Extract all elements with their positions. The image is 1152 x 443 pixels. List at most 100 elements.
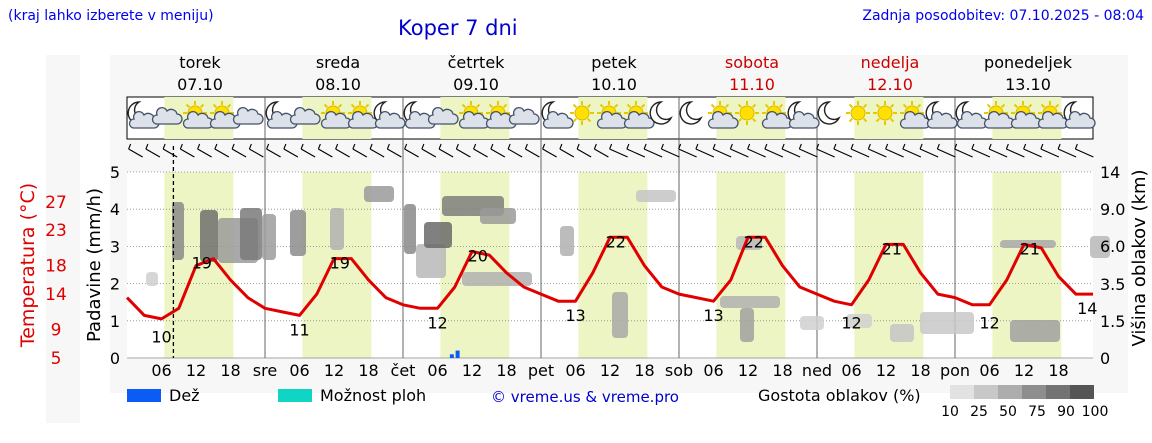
precip-tick: 1 bbox=[110, 312, 120, 331]
wind-barb bbox=[456, 148, 471, 158]
cloud-density-area bbox=[1010, 320, 1060, 342]
hour-tick-label: 12 bbox=[324, 361, 344, 380]
wind-barb-tick bbox=[712, 143, 716, 150]
cloud-density-step: 10 bbox=[941, 404, 959, 420]
left-panel bbox=[46, 55, 80, 423]
legend-label: Dež bbox=[169, 386, 200, 405]
sun-cloud-icon bbox=[1037, 101, 1069, 129]
cloud-density-area bbox=[424, 222, 452, 248]
wind-barb-tick bbox=[266, 143, 270, 150]
sun-ray bbox=[364, 103, 370, 109]
sun-cloud-icon bbox=[707, 101, 739, 129]
page-title: Koper 7 dni bbox=[398, 16, 518, 40]
hour-tick-label: 06 bbox=[289, 361, 309, 380]
sun-ray bbox=[875, 117, 881, 123]
sun-ray bbox=[1000, 103, 1006, 109]
sun-ray bbox=[875, 103, 881, 109]
wind-barb-tick bbox=[902, 143, 906, 150]
cloudy-icon bbox=[232, 107, 264, 125]
sun-ray bbox=[185, 103, 191, 109]
day-name: petek bbox=[591, 53, 637, 72]
wind-barb bbox=[594, 148, 609, 158]
precip-tick: 0 bbox=[110, 349, 120, 368]
temperature-label: 22 bbox=[606, 232, 626, 251]
wind-barb bbox=[335, 148, 350, 158]
sun-ray bbox=[337, 103, 343, 109]
cloud-density-step: 75 bbox=[1028, 404, 1046, 420]
wind-barb bbox=[816, 148, 835, 158]
wind-barb bbox=[850, 148, 870, 158]
sun-cloud-icon bbox=[761, 101, 793, 129]
temperature-label: 14 bbox=[1077, 299, 1097, 318]
wind-barb-tick bbox=[936, 143, 940, 150]
sun-ray bbox=[1027, 103, 1033, 109]
cloud-shape bbox=[788, 111, 820, 129]
cloud-height-tick: 9.0 bbox=[1100, 200, 1125, 219]
legend-swatch bbox=[127, 389, 161, 402]
sun-ray bbox=[1054, 103, 1060, 109]
wind-barb bbox=[1057, 148, 1077, 158]
moon-cloud-icon bbox=[373, 101, 406, 129]
sun-cloud-icon bbox=[347, 101, 379, 129]
wind-barb-tick bbox=[128, 143, 132, 150]
wind-barb bbox=[609, 148, 628, 158]
wind-barb-tick bbox=[1005, 143, 1009, 150]
temperature-axis-label: Temperatura (°C) bbox=[17, 183, 39, 348]
cloud-density-step: 25 bbox=[970, 404, 988, 420]
sun-ray bbox=[572, 103, 578, 109]
cloud-height-tick: 6.0 bbox=[1100, 237, 1125, 256]
sun-ray bbox=[862, 117, 868, 123]
wind-barb bbox=[833, 148, 853, 158]
wind-barb-tick bbox=[231, 143, 235, 150]
hour-tick-label: 18 bbox=[496, 361, 516, 380]
cloud-shape bbox=[508, 107, 540, 125]
wind-barb bbox=[369, 148, 385, 158]
wind-barb bbox=[352, 148, 368, 158]
hour-tick-label: 12 bbox=[462, 361, 482, 380]
moon-icon bbox=[679, 101, 703, 125]
day-name: sobota bbox=[725, 53, 779, 72]
cloud-height-tick: 1.5 bbox=[1100, 312, 1125, 331]
day-abbr: pet bbox=[528, 361, 554, 380]
wind-barb bbox=[1023, 148, 1042, 158]
moon-cloud-icon bbox=[787, 101, 820, 129]
sun-disc bbox=[574, 105, 590, 121]
cloud-density-area bbox=[1090, 236, 1110, 258]
day-abbr: sre bbox=[253, 361, 277, 380]
temperature-tick: 18 bbox=[45, 257, 67, 277]
day-date: 13.10 bbox=[1005, 75, 1051, 94]
hour-tick-label: 12 bbox=[1014, 361, 1034, 380]
precip-tick: 2 bbox=[110, 275, 120, 294]
sun-ray bbox=[226, 103, 232, 109]
wind-barb bbox=[283, 148, 299, 158]
sun-ray bbox=[751, 103, 757, 109]
sun-ray bbox=[737, 103, 743, 109]
sun-ray bbox=[724, 103, 730, 109]
hour-tick-label: 12 bbox=[738, 361, 758, 380]
temperature-tick: 27 bbox=[45, 193, 67, 213]
moon-icon bbox=[817, 101, 841, 125]
wind-barb-tick bbox=[179, 143, 183, 150]
temperature-tick: 23 bbox=[45, 221, 67, 241]
sun-ray bbox=[848, 103, 854, 109]
cloud-density-area bbox=[560, 226, 574, 256]
hour-tick-label: 06 bbox=[841, 361, 861, 380]
moon-shape bbox=[817, 101, 841, 125]
moon-icon bbox=[649, 101, 673, 125]
legend-swatch bbox=[278, 389, 312, 402]
day-name: ponedeljek bbox=[984, 53, 1073, 72]
temperature-tick: 5 bbox=[51, 349, 62, 369]
hour-tick-label: 18 bbox=[220, 361, 240, 380]
wind-barb-tick bbox=[507, 143, 511, 150]
moon-cloud-icon bbox=[925, 101, 958, 129]
sun-ray bbox=[586, 117, 592, 123]
wind-barb-tick bbox=[919, 143, 923, 150]
wind-barb bbox=[542, 148, 557, 158]
hour-tick-label: 18 bbox=[910, 361, 930, 380]
sun-ray bbox=[640, 103, 646, 109]
wind-barb-tick bbox=[352, 143, 356, 150]
wind-barb-tick bbox=[1074, 143, 1078, 150]
hour-tick-label: 12 bbox=[186, 361, 206, 380]
cloud-shape bbox=[374, 111, 406, 129]
day-name: četrtek bbox=[448, 53, 506, 72]
